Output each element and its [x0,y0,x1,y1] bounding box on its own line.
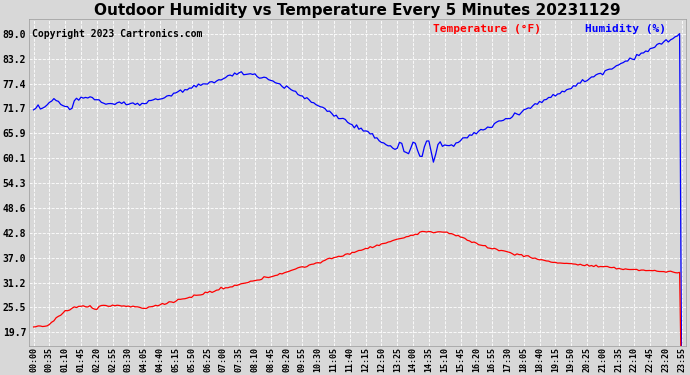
Text: Temperature (°F): Temperature (°F) [433,24,542,34]
Text: Humidity (%): Humidity (%) [584,24,666,34]
Text: Copyright 2023 Cartronics.com: Copyright 2023 Cartronics.com [32,29,203,39]
Title: Outdoor Humidity vs Temperature Every 5 Minutes 20231129: Outdoor Humidity vs Temperature Every 5 … [95,3,621,18]
